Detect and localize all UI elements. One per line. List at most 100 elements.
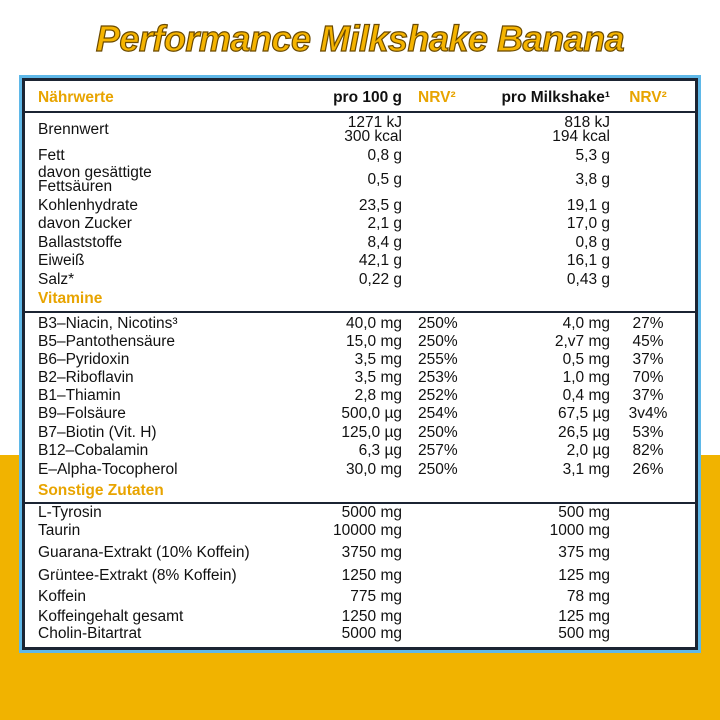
nutrient-value: 40,0 mg bbox=[345, 315, 402, 332]
nutrient-value: 775 mg bbox=[350, 588, 402, 605]
section-title: Sonstige Zutaten bbox=[38, 482, 164, 499]
nutrient-value: 818 kJ bbox=[564, 114, 610, 131]
nutrient-value: 70% bbox=[632, 369, 664, 386]
title: Performance Milkshake Banana bbox=[95, 17, 625, 59]
nutrient-value: 3,1 mg bbox=[562, 461, 610, 478]
nutrient-value: 252% bbox=[418, 387, 458, 404]
nutrient-label: B2–Riboflavin bbox=[38, 369, 134, 386]
nutrient-value: 30,0 mg bbox=[345, 461, 402, 478]
nutrient-value: 2,1 g bbox=[367, 215, 402, 232]
divider bbox=[22, 311, 698, 313]
nutrient-value: 0,5 g bbox=[367, 171, 402, 188]
nutrient-value: 0,8 g bbox=[367, 147, 402, 164]
nutrient-value: 17,0 g bbox=[566, 215, 610, 232]
nutrient-value: 15,0 mg bbox=[345, 333, 402, 350]
nutrient-value: 27% bbox=[632, 315, 664, 332]
nutrient-label: Fettsäuren bbox=[38, 178, 113, 195]
nutrient-value: 257% bbox=[418, 442, 458, 459]
nutrient-value: 5000 mg bbox=[341, 504, 402, 521]
nutrient-value: 2,v7 mg bbox=[554, 333, 610, 350]
nutrient-label: Brennwert bbox=[38, 121, 109, 138]
nutrient-value: 5,3 g bbox=[575, 147, 610, 164]
nutrient-value: 1,0 mg bbox=[562, 369, 610, 386]
nutrient-value: 255% bbox=[418, 351, 458, 368]
nutrient-value: 42,1 g bbox=[358, 252, 402, 269]
nutrient-label: Fett bbox=[38, 147, 65, 164]
nutrient-value: 125,0 µg bbox=[341, 424, 402, 441]
nutrient-value: 10000 mg bbox=[333, 522, 402, 539]
nutrient-label: Ballaststoffe bbox=[38, 234, 123, 251]
nutrient-value: 500 mg bbox=[558, 504, 610, 521]
nutrient-value: 300 kcal bbox=[344, 128, 402, 145]
nutrient-value: 250% bbox=[418, 461, 458, 478]
nutrient-value: 3,5 mg bbox=[354, 351, 402, 368]
nutrient-value: 254% bbox=[418, 405, 458, 422]
divider bbox=[22, 502, 698, 504]
nutrient-label: B9–Folsäure bbox=[38, 405, 126, 422]
nutrient-value: 5000 mg bbox=[341, 625, 402, 642]
nutrient-value: 250% bbox=[418, 333, 458, 350]
nutrient-value: 78 mg bbox=[566, 588, 610, 605]
column-header: pro Milkshake¹ bbox=[501, 89, 610, 106]
nutrient-value: 125 mg bbox=[558, 567, 610, 584]
nutrient-value: 0,5 mg bbox=[562, 351, 610, 368]
nutrient-label: Cholin-Bitartrat bbox=[38, 625, 142, 642]
nutrient-value: 250% bbox=[418, 424, 458, 441]
nutrient-value: 3750 mg bbox=[341, 544, 402, 561]
nutrient-label: Koffeingehalt gesamt bbox=[38, 608, 184, 625]
nutrient-value: 45% bbox=[632, 333, 664, 350]
nutrient-value: 2,8 mg bbox=[354, 387, 402, 404]
nutrient-value: 3,5 mg bbox=[354, 369, 402, 386]
nutrient-value: 8,4 g bbox=[367, 234, 402, 251]
column-header: pro 100 g bbox=[333, 89, 402, 106]
nutrient-label: B1–Thiamin bbox=[38, 387, 121, 404]
nutrient-value: 26% bbox=[632, 461, 664, 478]
nutrient-value: 0,8 g bbox=[575, 234, 610, 251]
nutrient-label: Koffein bbox=[38, 588, 86, 605]
nutrient-label: Eiweiß bbox=[38, 252, 85, 269]
nutrient-label: Salz* bbox=[38, 271, 75, 288]
nutrient-value: 1000 mg bbox=[549, 522, 610, 539]
section-title: Vitamine bbox=[38, 290, 103, 307]
nutrient-value: 0,43 g bbox=[566, 271, 610, 288]
nutrient-label: Grüntee-Extrakt (8% Koffein) bbox=[38, 567, 237, 584]
nutrient-label: B6–Pyridoxin bbox=[38, 351, 130, 368]
nutrient-label: B3–Niacin, Nicotins³ bbox=[38, 315, 178, 332]
nutrient-value: 250% bbox=[418, 315, 458, 332]
nutrient-value: 3,8 g bbox=[575, 171, 610, 188]
nutrient-label: B5–Pantothensäure bbox=[38, 333, 176, 350]
nutrient-value: 67,5 µg bbox=[557, 405, 610, 422]
nutrient-label: Taurin bbox=[38, 522, 81, 539]
nutrient-value: 1271 kJ bbox=[347, 114, 402, 131]
nutrient-value: 19,1 g bbox=[566, 197, 610, 214]
nutrient-value: 6,3 µg bbox=[358, 442, 402, 459]
nutrient-label: B12–Cobalamin bbox=[38, 442, 149, 459]
nutrient-value: 16,1 g bbox=[566, 252, 610, 269]
nutrient-label: Guarana-Extrakt (10% Koffein) bbox=[38, 544, 250, 561]
nutrient-value: 500 mg bbox=[558, 625, 610, 642]
nutrient-label: davon gesättigte bbox=[38, 164, 152, 181]
nutrient-value: 125 mg bbox=[558, 608, 610, 625]
nutrient-value: 37% bbox=[632, 351, 664, 368]
nutrient-label: Kohlenhydrate bbox=[38, 197, 138, 214]
nutrient-value: 82% bbox=[632, 442, 664, 459]
nutrient-value: 375 mg bbox=[558, 544, 610, 561]
nutrient-value: 0,4 mg bbox=[562, 387, 610, 404]
nutrient-value: 23,5 g bbox=[358, 197, 402, 214]
nutrient-value: 1250 mg bbox=[341, 567, 402, 584]
nutrient-value: 500,0 µg bbox=[341, 405, 402, 422]
nutrient-value: 3v4% bbox=[628, 405, 668, 422]
nutrient-value: 53% bbox=[632, 424, 664, 441]
column-header: NRV² bbox=[629, 89, 667, 106]
column-header: NRV² bbox=[418, 89, 456, 106]
nutrient-value: 4,0 mg bbox=[562, 315, 610, 332]
divider bbox=[22, 111, 698, 113]
nutrient-value: 37% bbox=[632, 387, 664, 404]
nutrient-label: B7–Biotin (Vit. H) bbox=[38, 424, 157, 441]
column-header: Nährwerte bbox=[38, 89, 114, 106]
nutrient-value: 2,0 µg bbox=[566, 442, 610, 459]
nutrient-value: 26,5 µg bbox=[557, 424, 610, 441]
nutrient-label: L-Tyrosin bbox=[38, 504, 102, 521]
nutrient-value: 1250 mg bbox=[341, 608, 402, 625]
